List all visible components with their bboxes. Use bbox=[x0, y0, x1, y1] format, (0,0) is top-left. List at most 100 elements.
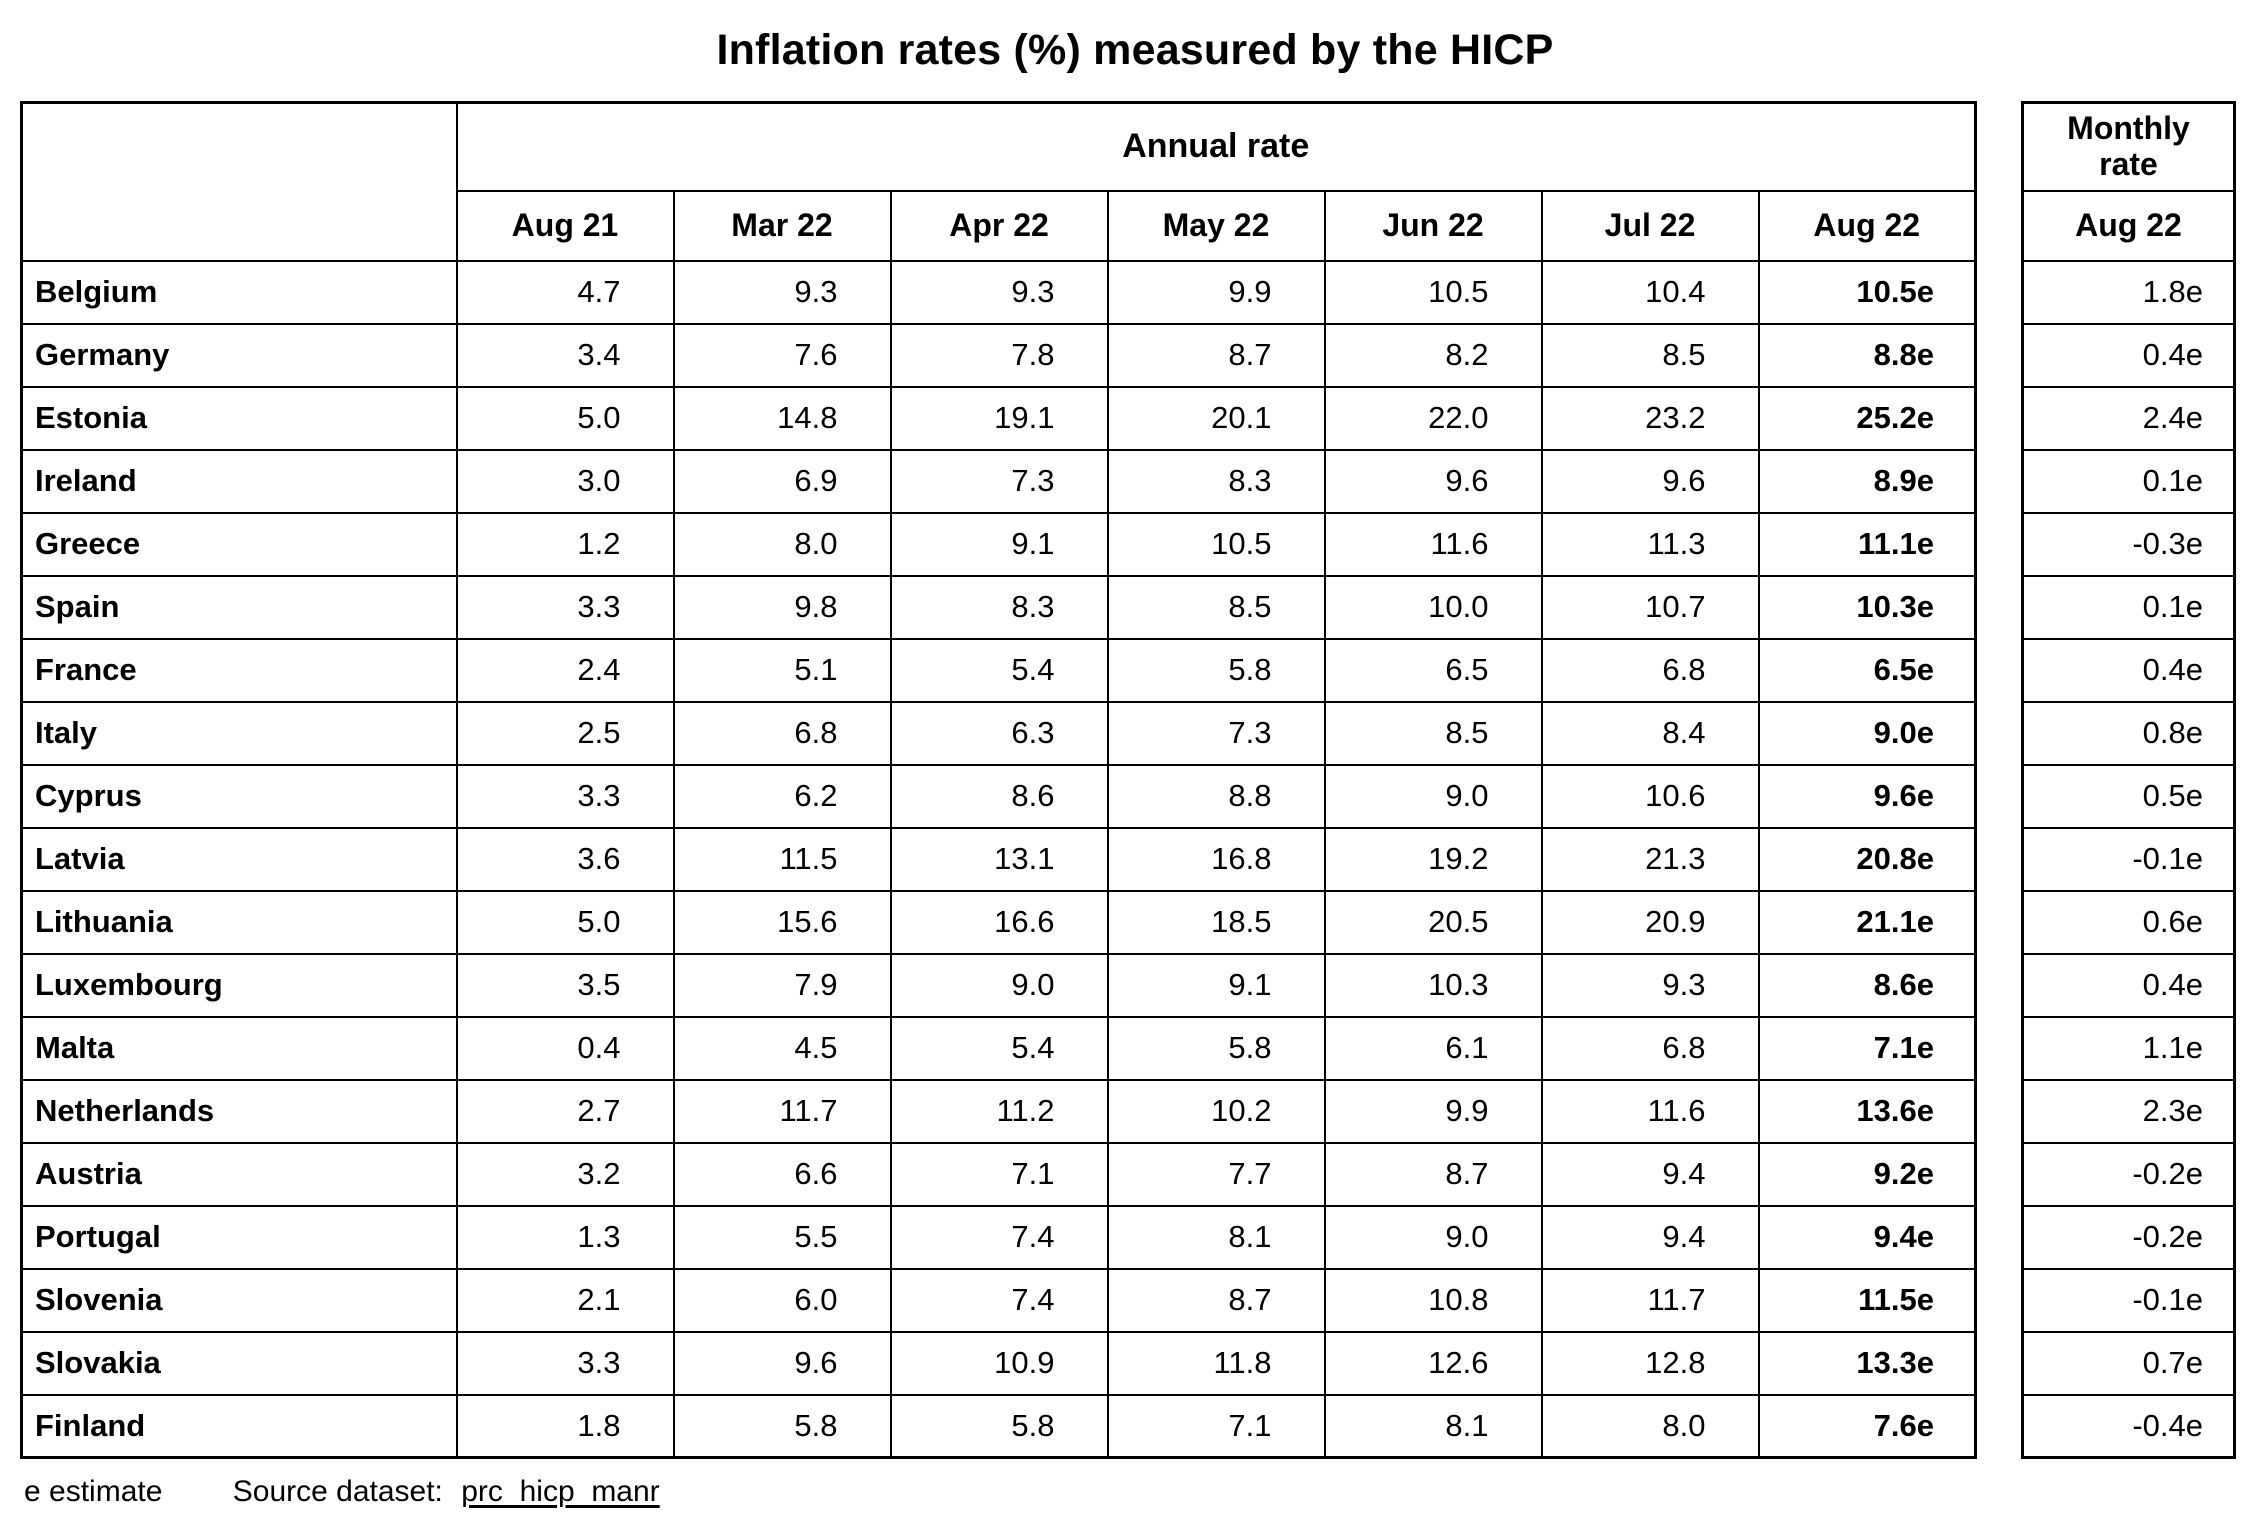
country-label: Ireland bbox=[20, 448, 458, 514]
source-dataset-link[interactable]: prc_hicp_manr bbox=[461, 1475, 660, 1508]
country-label: Luxembourg bbox=[20, 952, 458, 1018]
annual-rate-value: 8.8 bbox=[1106, 763, 1326, 829]
annual-rate-value: 20.8e bbox=[1757, 826, 1977, 892]
annual-rate-value: 9.6e bbox=[1757, 763, 1977, 829]
annual-rate-value: 8.1 bbox=[1323, 1393, 1543, 1459]
annual-rate-value: 10.5 bbox=[1106, 511, 1326, 577]
annual-rate-value: 6.9 bbox=[672, 448, 892, 514]
annual-rate-value: 11.7 bbox=[672, 1078, 892, 1144]
monthly-rate-value: -0.1e bbox=[2021, 826, 2236, 892]
country-label: Slovenia bbox=[20, 1267, 458, 1333]
table-row: Malta 0.4 4.5 5.4 5.8 6.1 6.8 7.1e bbox=[20, 1015, 1977, 1081]
annual-rate-value: 2.7 bbox=[455, 1078, 675, 1144]
annual-rate-value: 9.3 bbox=[672, 259, 892, 325]
annual-rate-value: 22.0 bbox=[1323, 385, 1543, 451]
annual-rate-value: 11.6 bbox=[1540, 1078, 1760, 1144]
monthly-table-body: 1.8e 0.4e 2.4e 0.1e -0.3e 0.1e 0.4e 0.8e 0.5e -0.… bbox=[2021, 259, 2236, 1459]
annual-rate-value: 23.2 bbox=[1540, 385, 1760, 451]
annual-rate-value: 8.0 bbox=[672, 511, 892, 577]
annual-rate-value: 8.7 bbox=[1106, 1267, 1326, 1333]
country-label: Greece bbox=[20, 511, 458, 577]
annual-rate-value: 20.9 bbox=[1540, 889, 1760, 955]
monthly-table-row: 0.4e bbox=[2021, 322, 2236, 388]
monthly-rate-value: 2.3e bbox=[2021, 1078, 2236, 1144]
corner-cell bbox=[20, 101, 458, 262]
annual-rate-value: 9.4e bbox=[1757, 1204, 1977, 1270]
annual-rate-value: 6.5 bbox=[1323, 637, 1543, 703]
annual-rate-value: 8.6e bbox=[1757, 952, 1977, 1018]
annual-rate-value: 9.9 bbox=[1323, 1078, 1543, 1144]
table-row: Cyprus 3.3 6.2 8.6 8.8 9.0 10.6 9.6e bbox=[20, 763, 1977, 829]
annual-rate-value: 9.0 bbox=[889, 952, 1109, 1018]
country-label: Cyprus bbox=[20, 763, 458, 829]
annual-rate-value: 1.3 bbox=[455, 1204, 675, 1270]
monthly-rate-header-line2: rate bbox=[2099, 145, 2158, 182]
annual-rate-value: 13.3e bbox=[1757, 1330, 1977, 1396]
annual-rate-value: 3.3 bbox=[455, 763, 675, 829]
annual-rate-value: 16.6 bbox=[889, 889, 1109, 955]
table-row: Luxembourg 3.5 7.9 9.0 9.1 10.3 9.3 8.6e bbox=[20, 952, 1977, 1018]
monthly-table-row: 0.1e bbox=[2021, 448, 2236, 514]
country-label: Portugal bbox=[20, 1204, 458, 1270]
annual-rate-value: 8.0 bbox=[1540, 1393, 1760, 1459]
monthly-rate-value: 0.4e bbox=[2021, 322, 2236, 388]
country-label: Italy bbox=[20, 700, 458, 766]
monthly-table-row: 0.4e bbox=[2021, 952, 2236, 1018]
annual-rate-value: 7.1 bbox=[1106, 1393, 1326, 1459]
table-row: Italy 2.5 6.8 6.3 7.3 8.5 8.4 9.0e bbox=[20, 700, 1977, 766]
annual-rate-value: 6.8 bbox=[1540, 1015, 1760, 1081]
annual-rate-value: 1.2 bbox=[455, 511, 675, 577]
table-row: Latvia 3.6 11.5 13.1 16.8 19.2 21.3 20.8e bbox=[20, 826, 1977, 892]
country-label: Estonia bbox=[20, 385, 458, 451]
monthly-rate-value: -0.1e bbox=[2021, 1267, 2236, 1333]
annual-rate-value: 11.7 bbox=[1540, 1267, 1760, 1333]
monthly-rate-value: -0.4e bbox=[2021, 1393, 2236, 1459]
annual-rate-value: 5.8 bbox=[1106, 1015, 1326, 1081]
country-label: Finland bbox=[20, 1393, 458, 1459]
country-label: Spain bbox=[20, 574, 458, 640]
monthly-table-row: 2.3e bbox=[2021, 1078, 2236, 1144]
annual-rate-value: 20.1 bbox=[1106, 385, 1326, 451]
annual-month-header-row: Aug 21 Mar 22 Apr 22 May 22 Jun 22 Jul 22 Aug … bbox=[22, 189, 1977, 262]
annual-rate-group-header: Annual rate bbox=[455, 101, 1977, 192]
monthly-table-row: -0.4e bbox=[2021, 1393, 2236, 1459]
monthly-rate-value: -0.3e bbox=[2021, 511, 2236, 577]
annual-rate-value: 10.8 bbox=[1323, 1267, 1543, 1333]
annual-rate-value: 3.5 bbox=[455, 952, 675, 1018]
annual-rate-value: 9.8 bbox=[672, 574, 892, 640]
monthly-table-row: -0.2e bbox=[2021, 1141, 2236, 1207]
annual-rate-value: 5.0 bbox=[455, 385, 675, 451]
annual-rate-value: 11.6 bbox=[1323, 511, 1543, 577]
monthly-rate-value: 2.4e bbox=[2021, 385, 2236, 451]
annual-rate-value: 6.3 bbox=[889, 700, 1109, 766]
annual-rate-value: 8.7 bbox=[1106, 322, 1326, 388]
annual-rate-value: 8.8e bbox=[1757, 322, 1977, 388]
monthly-rate-value: 0.1e bbox=[2021, 574, 2236, 640]
annual-rate-value: 8.5 bbox=[1540, 322, 1760, 388]
annual-rate-value: 4.7 bbox=[455, 259, 675, 325]
annual-rate-value: 20.5 bbox=[1323, 889, 1543, 955]
annual-rate-value: 18.5 bbox=[1106, 889, 1326, 955]
table-row: Slovakia 3.3 9.6 10.9 11.8 12.6 12.8 13.3e bbox=[20, 1330, 1977, 1396]
page-title: Inflation rates (%) measured by the HICP bbox=[716, 26, 1554, 74]
table-row: France 2.4 5.1 5.4 5.8 6.5 6.8 6.5e bbox=[20, 637, 1977, 703]
annual-rate-value: 11.1e bbox=[1757, 511, 1977, 577]
annual-rate-value: 10.2 bbox=[1106, 1078, 1326, 1144]
annual-rate-value: 19.1 bbox=[889, 385, 1109, 451]
monthly-table-row: 0.4e bbox=[2021, 637, 2236, 703]
annual-rate-value: 9.6 bbox=[672, 1330, 892, 1396]
monthly-table-row: 2.4e bbox=[2021, 385, 2236, 451]
annual-rate-value: 3.6 bbox=[455, 826, 675, 892]
annual-rate-value: 10.4 bbox=[1540, 259, 1760, 325]
annual-rate-value: 8.1 bbox=[1106, 1204, 1326, 1270]
annual-rate-value: 9.0e bbox=[1757, 700, 1977, 766]
annual-rate-value: 7.1 bbox=[889, 1141, 1109, 1207]
table-row: Greece 1.2 8.0 9.1 10.5 11.6 11.3 11.1e bbox=[20, 511, 1977, 577]
monthly-table-row: 0.5e bbox=[2021, 763, 2236, 829]
annual-rate-value: 8.9e bbox=[1757, 448, 1977, 514]
table-row: Estonia 5.0 14.8 19.1 20.1 22.0 23.2 25.2e bbox=[20, 385, 1977, 451]
annual-rate-value: 15.6 bbox=[672, 889, 892, 955]
annual-rate-value: 6.8 bbox=[1540, 637, 1760, 703]
monthly-table-row: 1.1e bbox=[2021, 1015, 2236, 1081]
